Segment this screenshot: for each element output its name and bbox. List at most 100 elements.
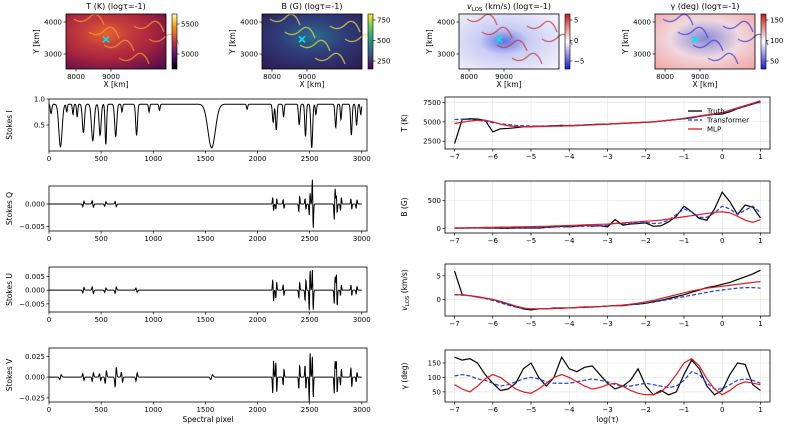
series-line-spectrum: [49, 270, 362, 311]
y-tick-label: 5000: [423, 118, 441, 126]
marker-stroke: [495, 35, 503, 43]
x-tick-label: 8000: [656, 73, 674, 81]
y-tick-label: 7500: [423, 99, 441, 107]
x-tick-label: −2: [641, 153, 651, 161]
x-tick-label: −1: [679, 320, 689, 328]
x-tick-label: −3: [602, 320, 612, 328]
map-image-T: [66, 14, 166, 69]
y-tick-label: 5: [437, 272, 441, 280]
label-subscript: LOS: [405, 295, 411, 306]
x-tick-label: 2500: [301, 235, 319, 243]
x-tick-label: 9000: [102, 73, 120, 81]
map-image-v: [459, 14, 559, 69]
x-tick-label: 1500: [196, 316, 214, 324]
x-tick-label: 1: [758, 320, 762, 328]
map-structure-v: [481, 26, 513, 39]
axes-frame: [48, 98, 368, 152]
x-tick-label: −7: [449, 320, 459, 328]
axes-frame: [48, 185, 368, 232]
panel-T_profile: −7 −6 −5 −4 −3 −2 −1 0 1 2500 5000 7500 T (K) TruthTr…: [400, 96, 771, 161]
colorbar: [367, 13, 374, 70]
y-axis-label: Stokes V: [5, 358, 14, 391]
y-tick-label: 3000: [240, 51, 258, 59]
map-title: B (G) (logτ=-1): [282, 2, 343, 11]
x-tick-label: 500: [94, 235, 107, 243]
series-line-transformer: [454, 370, 761, 390]
y-axis-label: B (G): [400, 197, 409, 216]
x-tick-label: −2: [641, 406, 651, 414]
legend-label-mlp: MLP: [707, 126, 721, 134]
x-axis-label: X [km]: [103, 80, 128, 89]
x-tick-label: 2500: [301, 406, 319, 414]
map-image-B: [262, 14, 362, 69]
target-marker-x-icon: [298, 35, 306, 43]
x-tick-label: 8000: [263, 73, 281, 81]
x-tick-label: −3: [602, 406, 612, 414]
x-tick-label: −6: [488, 320, 499, 328]
map-structure-v: [496, 39, 528, 52]
y-tick-label: 4000: [633, 19, 651, 27]
x-tick-label: −5: [526, 406, 536, 414]
map-structure-T: [118, 52, 150, 65]
y-tick-label: 3000: [633, 51, 651, 59]
colorbar-tick-label: 5000: [181, 51, 199, 59]
map-structure-B: [269, 13, 301, 26]
y-tick-label: −0.005: [19, 300, 45, 308]
x-tick-label: 1500: [196, 155, 214, 163]
legend-label-truth: Truth: [706, 108, 725, 116]
x-tick-label: −3: [602, 237, 612, 245]
x-tick-label: 0: [47, 316, 51, 324]
x-tick-label: 1000: [144, 235, 162, 243]
y-tick-label: 0.000: [25, 201, 45, 209]
x-tick-label: −7: [449, 237, 459, 245]
series-line-mlp: [454, 211, 761, 229]
y-axis-label: Y [km]: [32, 29, 41, 55]
y-axis-label: Stokes U: [5, 273, 14, 306]
map-structure-B: [299, 39, 331, 52]
y-axis-label: Y [km]: [621, 29, 630, 55]
y-tick-label: 3000: [437, 51, 455, 59]
x-tick-label: 9000: [298, 73, 316, 81]
x-tick-label: 1: [758, 153, 762, 161]
x-tick-label: 9000: [495, 73, 513, 81]
x-tick-label: −1: [679, 153, 689, 161]
x-tick-label: 3000: [353, 155, 371, 163]
x-axis-label: X [km]: [692, 80, 717, 89]
y-tick-label: 100: [428, 374, 441, 382]
x-tick-label: 0: [720, 406, 724, 414]
series-line-mlp: [454, 280, 761, 310]
map-structure-g: [692, 39, 724, 52]
map-structure-g: [722, 20, 754, 33]
map-structure-g: [707, 52, 739, 65]
x-tick-label: 2500: [301, 155, 319, 163]
map-structure-B: [284, 26, 316, 39]
x-tick-label: 0: [47, 235, 51, 243]
x-tick-label: −6: [488, 406, 499, 414]
map-title: T (K) (logτ=-1): [85, 2, 145, 11]
x-tick-label: −6: [488, 153, 499, 161]
series-line-truth: [454, 355, 761, 396]
series-line-spectrum: [48, 103, 363, 149]
x-tick-label: 500: [94, 316, 107, 324]
x-tick-label: 1500: [196, 235, 214, 243]
panel-stokes_V: 0 500 1000 1500 2000 2500 3000 0.025 0.000 −0.025…: [5, 347, 371, 424]
colorbar-tick-label: 5500: [181, 21, 199, 29]
x-tick-label: 500: [94, 155, 107, 163]
x-tick-label: 1: [758, 406, 762, 414]
x-tick-label: −1: [679, 406, 689, 414]
x-tick-label: 3000: [353, 316, 371, 324]
y-tick-label: 0.005: [25, 273, 45, 281]
x-tick-label: −5: [526, 153, 536, 161]
map-title: γ (deg) (logτ=-1): [670, 2, 739, 11]
label-symbol: v: [400, 306, 409, 311]
x-tick-label: −4: [564, 406, 575, 414]
title-symbol: v: [467, 2, 472, 11]
map-structure-g: [677, 26, 709, 39]
x-axis-label: log(τ): [597, 415, 619, 424]
y-axis-label: Y [km]: [228, 29, 237, 55]
